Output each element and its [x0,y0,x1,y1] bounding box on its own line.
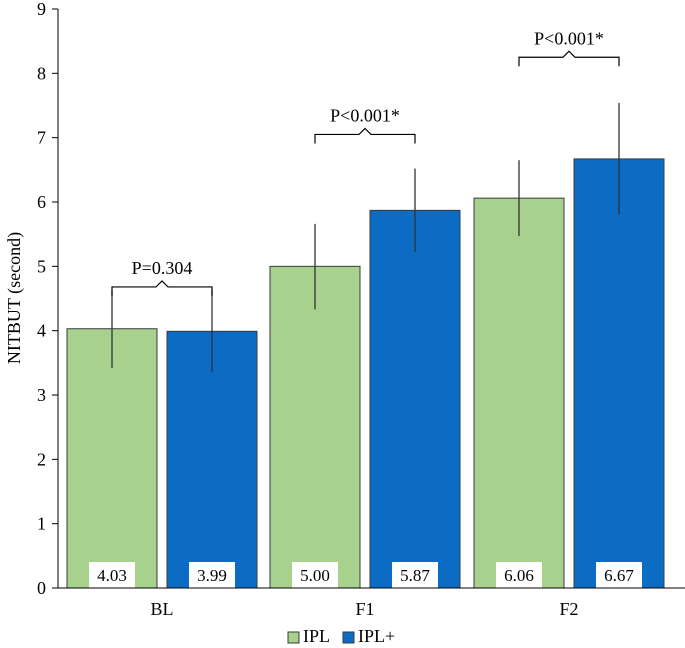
y-tick-label: 4 [37,321,46,341]
bar-ipl-plus-bl [166,330,258,589]
data-label-box [596,562,642,588]
data-label: 3.99 [197,566,227,585]
legend-label: IPL+ [358,626,395,646]
data-label-box [89,562,135,588]
data-label: 5.87 [400,566,430,585]
data-label-box [292,562,338,588]
y-tick-label: 5 [37,256,46,276]
bar-ipl-f2 [473,197,565,589]
significance-bracket [111,280,213,296]
data-label: 5.00 [300,566,330,585]
data-label: 6.67 [604,566,634,585]
significance-bracket [314,127,416,144]
bar-ipl-plus-f1 [369,209,461,589]
y-tick-label: 3 [37,385,46,405]
bar-ipl-f1 [269,265,361,589]
y-tick-label: 9 [37,0,46,19]
p-value-label: P=0.304 [132,258,193,278]
y-tick-label: 6 [37,192,46,212]
legend-swatch [287,631,300,644]
data-label-box [189,562,235,588]
p-value-label: P<0.001* [330,105,400,125]
data-label: 6.06 [504,566,534,585]
y-tick-label: 2 [37,449,46,469]
bar-ipl-plus-f2 [573,158,665,589]
significance-bracket [518,50,620,67]
legend-label: IPL [303,626,330,646]
data-label-box [392,562,438,588]
y-tick-label: 0 [37,578,46,598]
legend-swatch [342,631,355,644]
y-axis-title: NITBUT (second) [4,232,25,364]
x-tick-label: BL [150,599,173,619]
x-tick-label: F1 [355,599,374,619]
x-tick-label: F2 [559,599,578,619]
y-tick-label: 8 [37,63,46,83]
data-label: 4.03 [97,566,127,585]
y-tick-label: 1 [37,514,46,534]
y-tick-label: 7 [37,128,46,148]
data-label-box [496,562,542,588]
p-value-label: P<0.001* [534,28,604,48]
